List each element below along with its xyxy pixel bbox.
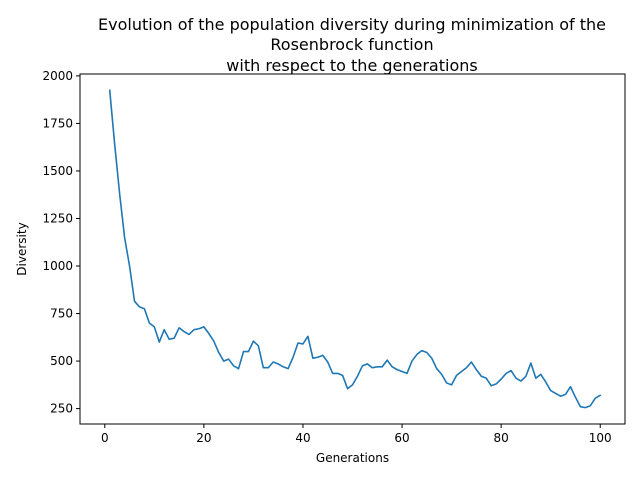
plot-area (108, 89, 602, 409)
y-tick-label: 1250 (42, 211, 73, 225)
y-tick-label: 1000 (42, 259, 73, 273)
y-tick-label: 1500 (42, 164, 73, 178)
axes-frame (79, 73, 626, 425)
x-tick-label: 60 (394, 431, 409, 445)
chart-title-line-1: Evolution of the population diversity du… (98, 15, 606, 34)
x-tick-label: 80 (493, 431, 508, 445)
x-axis-label: Generations (316, 451, 389, 465)
y-tick-label: 2000 (42, 69, 73, 83)
x-tick-label: 0 (101, 431, 109, 445)
y-tick-label: 1750 (42, 116, 73, 130)
y-tick-label: 750 (50, 307, 73, 321)
chart-title-line-3: with respect to the generations (226, 56, 477, 75)
x-tick-label: 40 (295, 431, 310, 445)
x-tick-label: 20 (196, 431, 211, 445)
diversity-series-line (108, 89, 602, 409)
y-tick-label: 250 (50, 402, 73, 416)
x-tick-label: 100 (589, 431, 612, 445)
y-axis-label: Diversity (15, 222, 29, 275)
chart-title-line-2: Rosenbrock function (270, 35, 433, 54)
axis-ticks: 0 20 40 60 80 100 250 500 750 1000 1250 1500 1750 200… (42, 69, 611, 445)
y-tick-label: 500 (50, 354, 73, 368)
